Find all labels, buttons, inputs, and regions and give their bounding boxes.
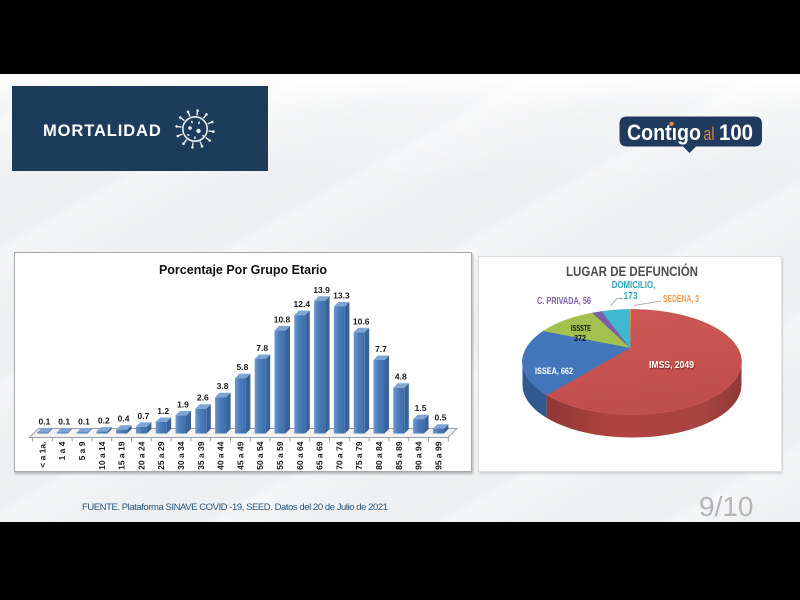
svg-text:DOMICILIO,: DOMICILIO,	[612, 280, 656, 291]
svg-text:15 a 19: 15 a 19	[117, 441, 127, 470]
svg-text:45 a 49: 45 a 49	[235, 441, 245, 470]
svg-text:55 a 59: 55 a 59	[275, 441, 285, 470]
svg-text:372: 372	[574, 333, 586, 343]
svg-text:10.8: 10.8	[274, 314, 291, 324]
svg-text:Contıgo: Contıgo	[627, 120, 701, 145]
svg-text:al: al	[704, 124, 715, 144]
svg-text:85 a 89: 85 a 89	[394, 441, 404, 470]
svg-text:ISSSTE: ISSSTE	[571, 323, 591, 333]
svg-text:0.1: 0.1	[38, 417, 50, 427]
svg-text:5.8: 5.8	[236, 362, 248, 372]
svg-text:0.1: 0.1	[78, 417, 90, 427]
svg-text:1.9: 1.9	[177, 399, 189, 409]
svg-text:C. PRIVADA, 56: C. PRIVADA, 56	[537, 296, 591, 307]
svg-text:ISSEA, 662: ISSEA, 662	[535, 366, 573, 377]
svg-text:70 a 74: 70 a 74	[334, 441, 344, 470]
svg-text:90 a 94: 90 a 94	[414, 441, 424, 470]
svg-text:0.7: 0.7	[137, 411, 149, 421]
svg-text:95 a 99: 95 a 99	[433, 441, 443, 470]
svg-text:IMSS, 2049: IMSS, 2049	[649, 359, 694, 371]
svg-text:SEDENA, 3: SEDENA, 3	[663, 294, 699, 305]
svg-text:10.6: 10.6	[353, 316, 370, 326]
svg-text:173: 173	[624, 291, 638, 302]
svg-text:25 a 29: 25 a 29	[156, 441, 166, 470]
svg-text:0.1: 0.1	[58, 417, 70, 427]
svg-text:2.6: 2.6	[197, 393, 209, 403]
svg-text:13.9: 13.9	[313, 285, 330, 295]
svg-text:35 a 39: 35 a 39	[196, 441, 206, 470]
svg-text:100: 100	[719, 120, 753, 145]
svg-text:50 a 54: 50 a 54	[255, 441, 265, 470]
svg-text:20 a 24: 20 a 24	[136, 441, 146, 470]
svg-text:1 a 4: 1 a 4	[57, 441, 67, 460]
svg-text:5 a 9: 5 a 9	[77, 441, 87, 460]
svg-text:30 a 34: 30 a 34	[176, 441, 186, 470]
svg-text:12.4: 12.4	[294, 299, 311, 309]
svg-text:40 a 44: 40 a 44	[216, 441, 226, 470]
svg-text:< a 1a.: < a 1a.	[37, 442, 47, 468]
svg-text:80 a 84: 80 a 84	[374, 441, 384, 470]
svg-text:3.8: 3.8	[217, 381, 229, 391]
svg-text:75 a 79: 75 a 79	[354, 441, 364, 470]
svg-text:1.2: 1.2	[157, 406, 169, 416]
svg-text:13.3: 13.3	[333, 291, 350, 301]
svg-text:10 a 14: 10 a 14	[97, 441, 107, 470]
svg-text:0.2: 0.2	[98, 416, 110, 426]
svg-text:7.8: 7.8	[256, 343, 268, 353]
svg-text:65 a 69: 65 a 69	[315, 441, 325, 470]
svg-text:60 a 64: 60 a 64	[295, 441, 305, 470]
svg-text:0.4: 0.4	[118, 414, 130, 424]
svg-text:0.5: 0.5	[434, 413, 446, 423]
svg-text:LUGAR DE DEFUNCIÓN: LUGAR DE DEFUNCIÓN	[566, 264, 698, 279]
svg-text:1.5: 1.5	[415, 403, 427, 413]
svg-text:7.7: 7.7	[375, 344, 387, 354]
svg-text:4.8: 4.8	[395, 372, 407, 382]
